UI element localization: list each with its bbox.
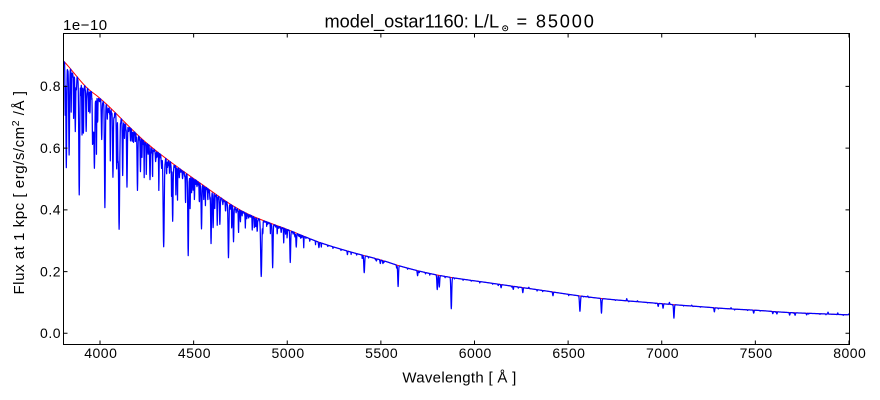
svg-text:0.0: 0.0 [40,325,61,341]
svg-text:5500: 5500 [365,345,398,361]
svg-text:4000: 4000 [84,345,117,361]
svg-text:Flux at 1 kpc [ erg/s/cm2 /Å ]: Flux at 1 kpc [ erg/s/cm2 /Å ] [10,90,28,294]
svg-text:7500: 7500 [740,345,773,361]
svg-text:6000: 6000 [459,345,492,361]
svg-text:Wavelength [ Å ]: Wavelength [ Å ] [402,370,516,387]
svg-text:0.8: 0.8 [40,78,61,94]
svg-text:7000: 7000 [646,345,679,361]
svg-text:model_ostar1160: L/L: model_ostar1160: L/L [325,12,500,33]
svg-text:0.2: 0.2 [40,263,61,279]
svg-text:1e−10: 1e−10 [63,17,108,34]
svg-text:6500: 6500 [552,345,585,361]
svg-text:4500: 4500 [178,345,211,361]
svg-text:0.6: 0.6 [40,140,61,156]
svg-text:8000: 8000 [833,345,866,361]
svg-text:= 85000: = 85000 [517,12,596,32]
svg-text:5000: 5000 [271,345,304,361]
svg-text:0.4: 0.4 [40,202,61,218]
